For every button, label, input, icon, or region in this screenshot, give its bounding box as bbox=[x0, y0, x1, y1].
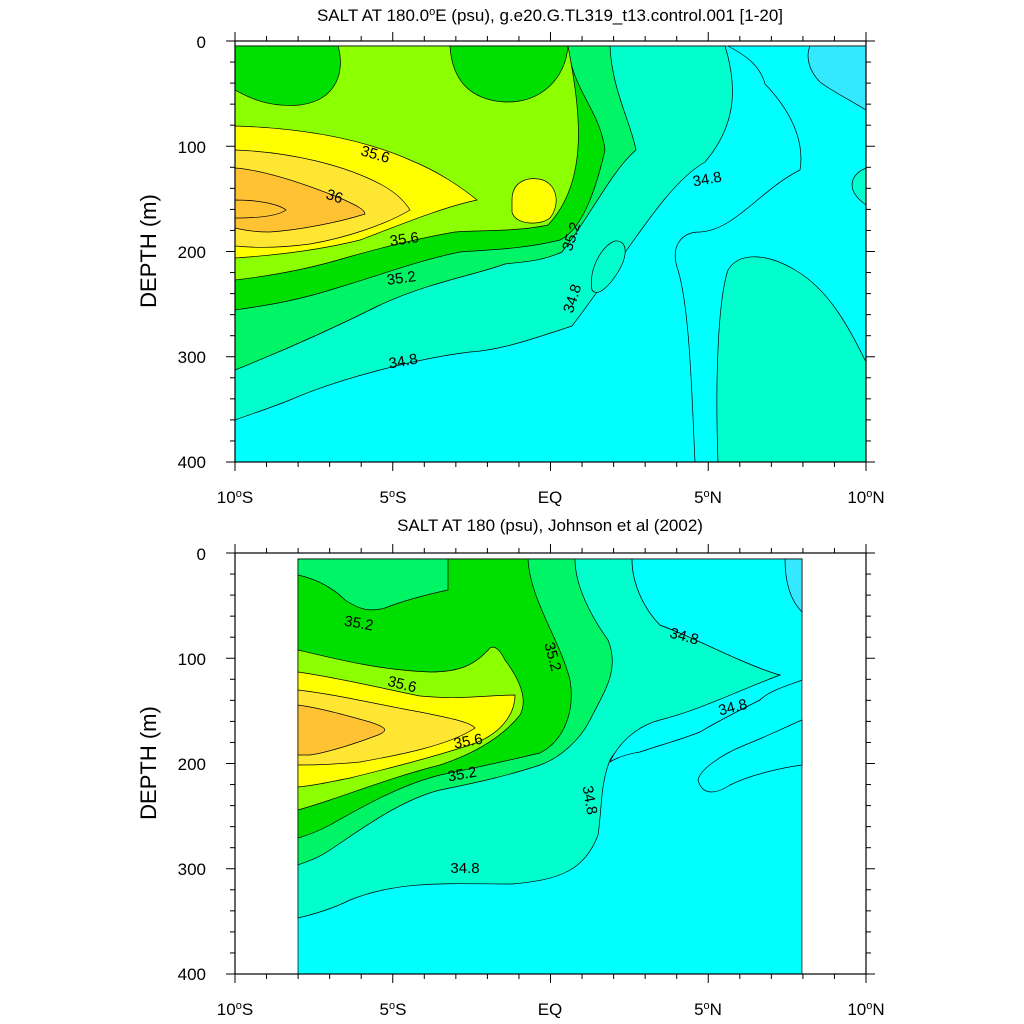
salinity-band-362 bbox=[297, 704, 386, 756]
contour-fill-observed bbox=[297, 558, 803, 974]
contour-fill-model bbox=[235, 45, 866, 462]
contour-label: 35.6 bbox=[452, 731, 484, 753]
y-tick-labels: 0 100 200 300 400 bbox=[178, 545, 206, 984]
contour-label: 35.6 bbox=[389, 229, 420, 250]
contour-label: 34.8 bbox=[668, 625, 701, 649]
y-tick-label: 300 bbox=[178, 348, 206, 367]
contour-label: 35.6 bbox=[386, 673, 418, 697]
x-tick-label: 5oS bbox=[380, 1000, 407, 1019]
y-tick-label: 400 bbox=[178, 453, 206, 472]
contour-label: 35.2 bbox=[343, 613, 375, 635]
x-tick-labels: 10oS 5oS EQ 5oN 10oN bbox=[217, 1000, 885, 1019]
contour-labels-observed: 35.2 35.2 35.6 35.6 35.2 34.8 34.8 34.8 … bbox=[343, 613, 749, 877]
contour-label: 35.2 bbox=[540, 641, 564, 674]
salinity-core-deep-left bbox=[235, 199, 287, 219]
x-tick-label: 5oN bbox=[694, 488, 722, 507]
x-tick-label: EQ bbox=[538, 1000, 563, 1019]
contour-label: 35.2 bbox=[446, 764, 478, 786]
y-tick-label: 200 bbox=[178, 755, 206, 774]
salinity-blob-eq-top bbox=[449, 45, 569, 103]
contour-label: 35.2 bbox=[386, 268, 417, 289]
y-tick-label: 400 bbox=[178, 965, 206, 984]
y-tick-label: 300 bbox=[178, 860, 206, 879]
salinity-island-2n bbox=[590, 240, 626, 293]
contour-label: 36 bbox=[324, 186, 345, 207]
y-tick-label: 100 bbox=[178, 650, 206, 669]
y-tick-labels: 0 100 200 300 400 bbox=[178, 33, 206, 472]
x-tick-label: 5oS bbox=[380, 488, 407, 507]
panel-model: SALT AT 180.0oE (psu), g.e20.G.TL319_t13… bbox=[136, 6, 885, 507]
x-tick-labels: 10oS 5oS EQ 5oN 10oN bbox=[217, 488, 885, 507]
panel-title-model: SALT AT 180.0oE (psu), g.e20.G.TL319_t13… bbox=[317, 6, 783, 25]
salinity-patch-right bbox=[716, 256, 866, 462]
axis-ticks bbox=[226, 544, 875, 983]
salinity-band-346 bbox=[609, 558, 803, 764]
contour-label: 34.8 bbox=[717, 696, 749, 720]
y-axis-label: DEPTH (m) bbox=[136, 194, 161, 308]
salinity-core-eq bbox=[511, 178, 557, 224]
axis-ticks bbox=[226, 32, 875, 471]
contour-label: 34.8 bbox=[387, 351, 419, 373]
y-tick-label: 100 bbox=[178, 138, 206, 157]
salinity-band-346-lower bbox=[697, 719, 803, 793]
x-tick-label: 10oN bbox=[847, 1000, 884, 1019]
contour-label: 34.8 bbox=[450, 860, 479, 877]
x-tick-label: EQ bbox=[538, 488, 563, 507]
x-tick-label: 10oN bbox=[847, 488, 884, 507]
x-tick-label: 10oS bbox=[217, 1000, 253, 1019]
salinity-band-345 bbox=[807, 45, 866, 111]
panel-observed: SALT AT 180 (psu), Johnson et al (2002) bbox=[136, 516, 885, 1019]
y-axis-label: DEPTH (m) bbox=[136, 706, 161, 820]
panel-title-observed: SALT AT 180 (psu), Johnson et al (2002) bbox=[397, 516, 703, 535]
x-tick-label: 10oS bbox=[217, 488, 253, 507]
salinity-blob-top-left bbox=[235, 45, 341, 106]
y-tick-label: 0 bbox=[197, 545, 206, 564]
contour-label: 34.8 bbox=[691, 169, 723, 191]
y-tick-label: 200 bbox=[178, 243, 206, 262]
contour-label: 34.8 bbox=[579, 784, 601, 816]
y-tick-label: 0 bbox=[197, 33, 206, 52]
x-tick-label: 5oN bbox=[694, 1000, 722, 1019]
salinity-band-345 bbox=[784, 558, 803, 613]
